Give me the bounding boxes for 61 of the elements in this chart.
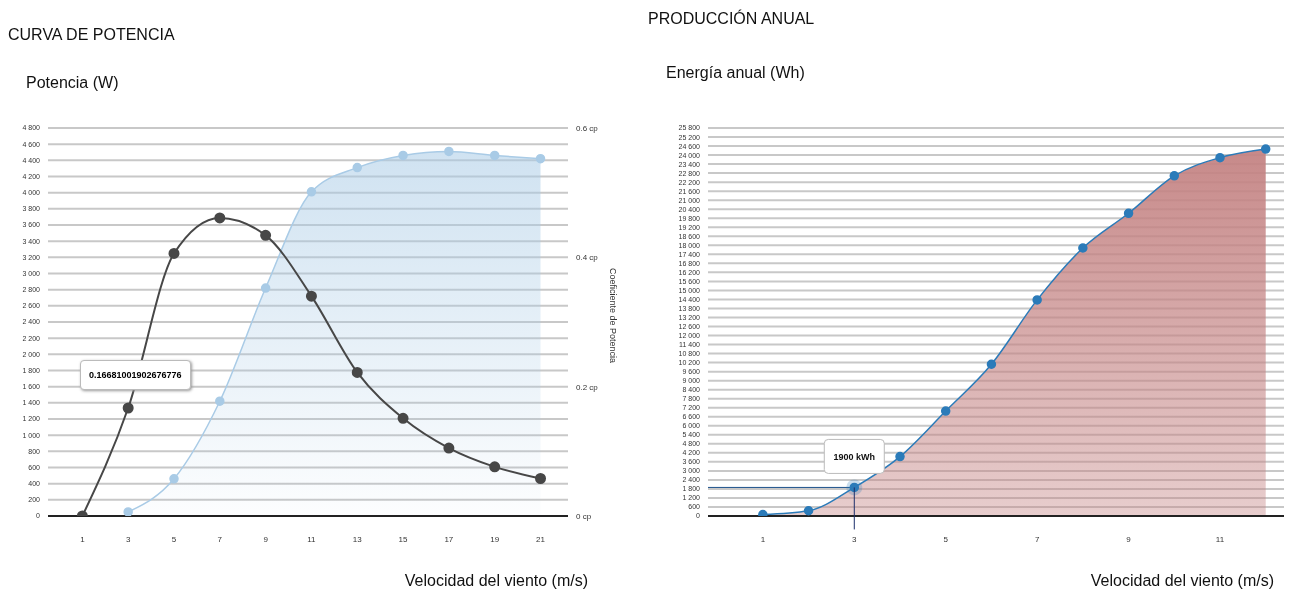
point [169, 474, 179, 484]
point [352, 162, 362, 173]
point [1215, 152, 1225, 163]
chart-title: PRODUCCIÓN ANUAL [648, 10, 815, 28]
x-tick-label: 13 [352, 534, 363, 544]
point [535, 472, 547, 484]
point [803, 505, 814, 516]
y2-axis-title: Coeficiente de Potencia [608, 268, 618, 364]
y2-tick-label: 0 cp [576, 511, 592, 521]
point [305, 290, 317, 302]
point [940, 406, 951, 416]
x-axis-title: Velocidad del viento (m/s) [404, 572, 588, 590]
point [986, 359, 997, 370]
y2-tick-label: 0.2 cp [576, 382, 599, 392]
x-tick-label: 7 [217, 534, 223, 544]
point [260, 229, 272, 241]
x-tick-label: 1 [760, 534, 766, 544]
x-tick-label: 9 [263, 534, 269, 544]
x-tick-label: 1 [80, 534, 86, 544]
annotation: 0.16681001902676776 [80, 360, 191, 390]
point [214, 212, 226, 224]
point [758, 509, 768, 516]
x-tick-label: 5 [943, 534, 949, 544]
x-tick-label: 3 [125, 534, 131, 544]
y2-tick-label: 0.4 cp [576, 253, 599, 263]
point [215, 396, 225, 406]
point [1169, 171, 1180, 181]
point [306, 187, 317, 197]
x-tick-label: 19 [490, 534, 500, 544]
x-tick-label: 11 [1215, 534, 1225, 544]
x-tick-label: 21 [536, 534, 546, 544]
point [1123, 208, 1134, 219]
y2-tick-label: 0.6 cp [576, 123, 599, 133]
point [895, 451, 905, 462]
x-tick-label: 15 [398, 534, 409, 544]
x-tick-label: 9 [1126, 534, 1132, 544]
point [1078, 243, 1088, 253]
y-axis-title: Energía anual (Wh) [666, 64, 805, 82]
x-tick-label: 3 [852, 534, 858, 544]
annotation: 1900 kWh [833, 452, 876, 463]
point [489, 150, 500, 161]
point [443, 442, 455, 454]
point [1260, 144, 1271, 154]
chart-title: CURVA DE POTENCIA [8, 26, 175, 44]
x-tick-label: 17 [444, 534, 454, 544]
x-tick-label: 7 [1034, 534, 1040, 544]
x-tick-label: 11 [307, 534, 317, 544]
point [1032, 295, 1042, 305]
x-tick-label: 5 [171, 534, 177, 544]
y-axis-title: Potencia (W) [26, 74, 119, 92]
x-axis-title: Velocidad del viento (m/s) [1090, 572, 1274, 590]
point [123, 507, 133, 516]
point [260, 283, 271, 293]
point [489, 461, 501, 473]
point [351, 366, 363, 378]
point [122, 402, 134, 414]
point [535, 153, 546, 164]
point [397, 412, 409, 424]
point [398, 150, 408, 161]
point [168, 247, 180, 259]
point [444, 146, 454, 157]
